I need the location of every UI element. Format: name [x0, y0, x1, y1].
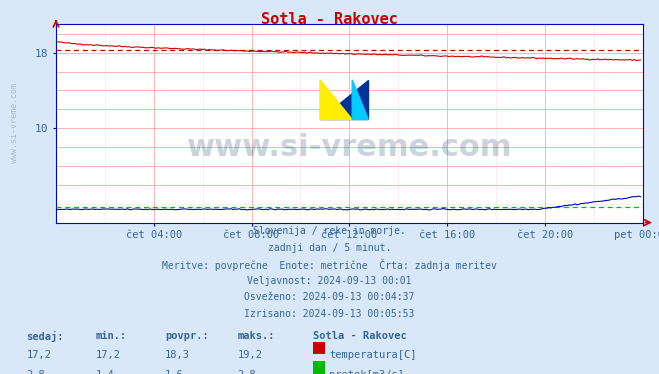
Text: www.si-vreme.com: www.si-vreme.com: [186, 133, 512, 162]
Text: min.:: min.:: [96, 331, 127, 341]
Text: Sotla - Rakovec: Sotla - Rakovec: [313, 331, 407, 341]
Text: pretok[m3/s]: pretok[m3/s]: [330, 370, 405, 374]
Text: 2,8: 2,8: [26, 370, 45, 374]
Text: Osveženo: 2024-09-13 00:04:37: Osveženo: 2024-09-13 00:04:37: [244, 292, 415, 302]
Text: sedaj:: sedaj:: [26, 331, 64, 342]
Polygon shape: [320, 80, 368, 119]
Text: 17,2: 17,2: [26, 350, 51, 361]
Text: povpr.:: povpr.:: [165, 331, 208, 341]
Text: 17,2: 17,2: [96, 350, 121, 361]
Text: 1,6: 1,6: [165, 370, 183, 374]
Text: temperatura[C]: temperatura[C]: [330, 350, 417, 361]
Text: www.si-vreme.com: www.si-vreme.com: [11, 83, 20, 163]
Text: maks.:: maks.:: [237, 331, 275, 341]
Text: Sotla - Rakovec: Sotla - Rakovec: [261, 12, 398, 27]
Text: 1,4: 1,4: [96, 370, 114, 374]
Text: 19,2: 19,2: [237, 350, 262, 361]
Polygon shape: [320, 80, 352, 119]
Text: Veljavnost: 2024-09-13 00:01: Veljavnost: 2024-09-13 00:01: [247, 276, 412, 286]
Text: zadnji dan / 5 minut.: zadnji dan / 5 minut.: [268, 243, 391, 253]
Text: 2,8: 2,8: [237, 370, 256, 374]
Text: Slovenija / reke in morje.: Slovenija / reke in morje.: [253, 226, 406, 236]
Polygon shape: [352, 80, 368, 119]
Text: 18,3: 18,3: [165, 350, 190, 361]
Text: Izrisano: 2024-09-13 00:05:53: Izrisano: 2024-09-13 00:05:53: [244, 309, 415, 319]
Text: Meritve: povprečne  Enote: metrične  Črta: zadnja meritev: Meritve: povprečne Enote: metrične Črta:…: [162, 259, 497, 271]
